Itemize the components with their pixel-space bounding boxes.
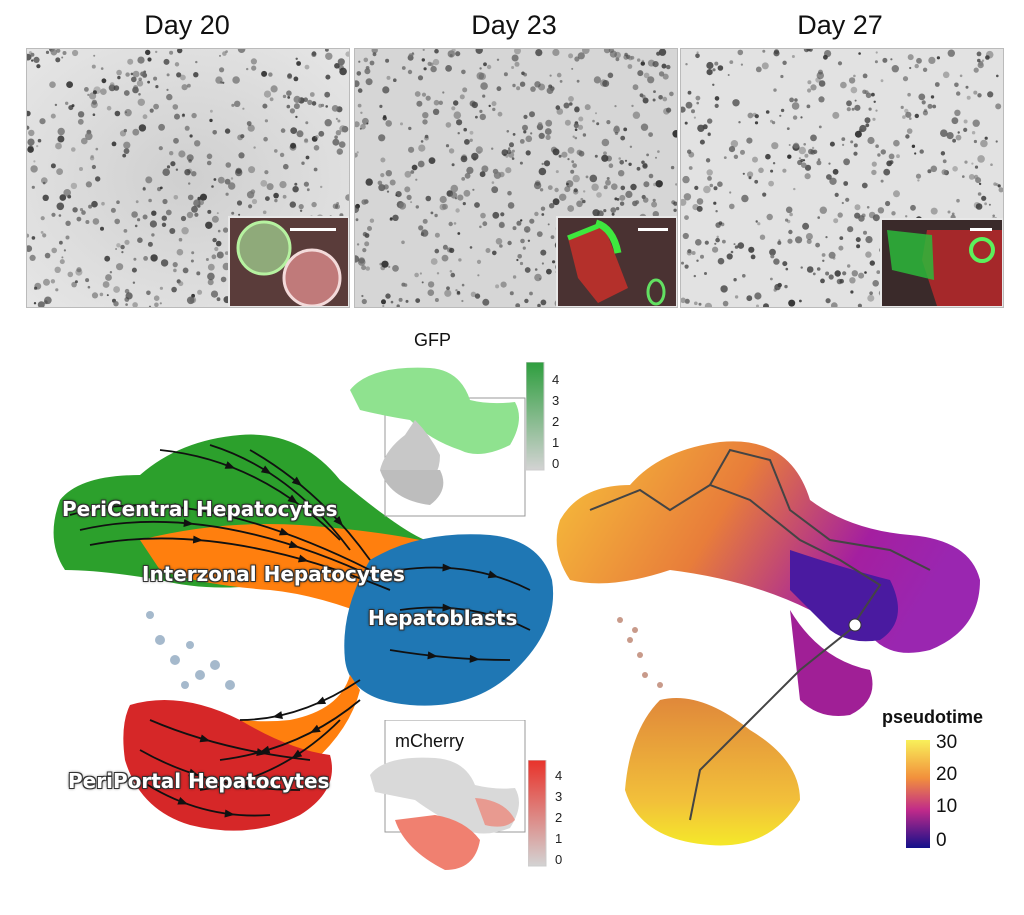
pericentral-label: PeriCentral Hepatocytes (62, 497, 338, 521)
gfp-tick-3: 3 (552, 393, 560, 408)
mcherry-title: mCherry (395, 731, 465, 751)
day23-micrograph (354, 48, 678, 308)
mcherry-tick-4: 4 (555, 768, 563, 783)
day27-micrograph (680, 48, 1004, 308)
gfp-tick-1: 1 (552, 435, 560, 450)
day20-title: Day 20 (144, 10, 230, 40)
interzonal-label: Interzonal Hepatocytes (142, 562, 405, 586)
mcherry-tick-0: 0 (555, 852, 563, 867)
day23-fluorescence-inset (556, 216, 677, 307)
mcherry-colorbar (528, 760, 547, 867)
day27-fluorescence-inset (880, 218, 1003, 307)
mcherry-tick-2: 2 (555, 810, 563, 825)
pseudotime-tick-30: 30 (936, 732, 958, 753)
periportal-label: PeriPortal Hepatocytes (68, 769, 330, 793)
mcherry-feature-plot (370, 720, 526, 870)
pseudotime-tick-10: 10 (936, 796, 958, 817)
pseudotime-colorbar (906, 740, 930, 848)
pseudotime-tick-20: 20 (936, 764, 958, 785)
gfp-tick-2: 2 (552, 414, 560, 429)
pseudotime-tick-0: 0 (936, 830, 947, 851)
periportal-cluster (123, 700, 332, 831)
gfp-tick-0: 0 (552, 456, 560, 471)
day20-micrograph (26, 48, 350, 308)
gfp-title: GFP (414, 330, 452, 350)
hepatoblast-label: Hepatoblasts (368, 606, 518, 630)
mcherry-tick-1: 1 (555, 831, 563, 846)
day20-fluorescence-inset (228, 216, 349, 307)
day27-title: Day 27 (797, 10, 883, 40)
pseudotime-title: pseudotime (882, 707, 984, 727)
gfp-feature-plot (350, 367, 526, 517)
day23-title: Day 23 (471, 10, 557, 40)
gfp-tick-4: 4 (552, 372, 560, 387)
mcherry-tick-3: 3 (555, 789, 563, 804)
pseudotime-umap (556, 441, 980, 846)
velocity-umap (53, 434, 554, 831)
gfp-colorbar (526, 362, 545, 471)
